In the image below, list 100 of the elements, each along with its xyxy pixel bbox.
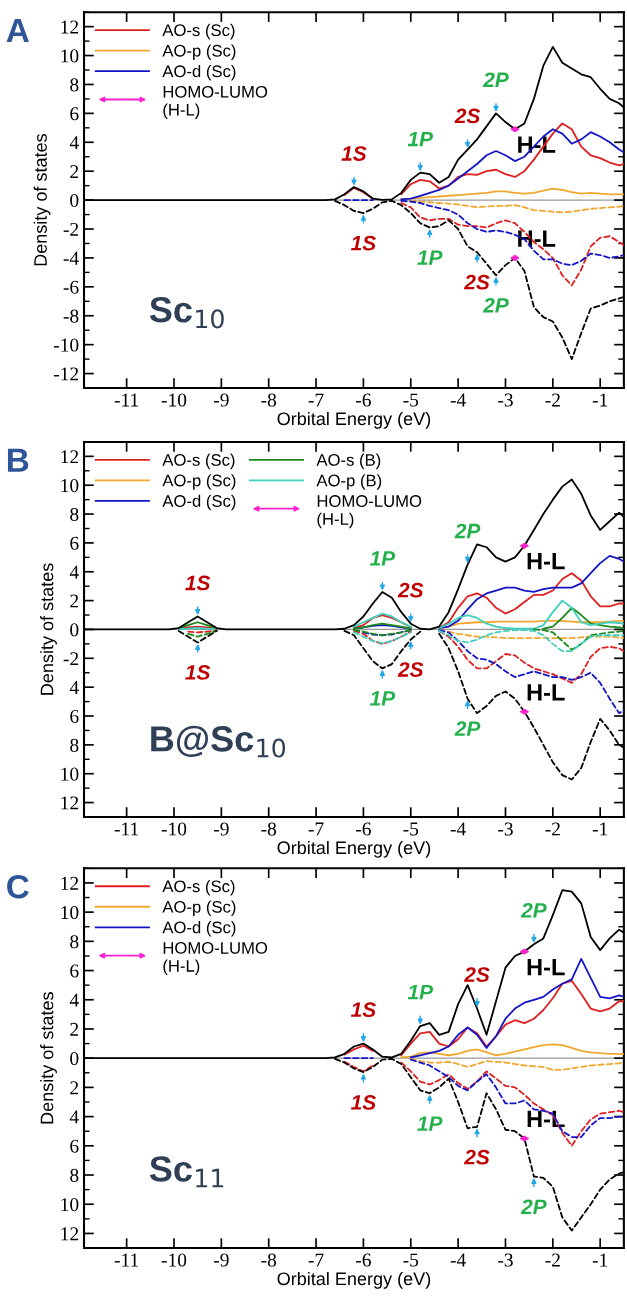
annotation: 2P bbox=[482, 72, 509, 87]
y-tick-label: 6 bbox=[70, 107, 79, 121]
annotation: 1S bbox=[351, 235, 376, 251]
y-tick-label: -2 bbox=[63, 652, 79, 666]
annotation: 1S bbox=[185, 665, 211, 680]
chart-title: A bbox=[6, 19, 29, 42]
y-tick-label: -10 bbox=[53, 338, 79, 352]
x-tick-label: -8 bbox=[261, 393, 277, 407]
x-tick-label: -1 bbox=[592, 822, 608, 836]
x-tick-label: -7 bbox=[308, 393, 324, 407]
annotation: 2P bbox=[520, 1199, 547, 1214]
y-tick-label: 12 bbox=[61, 1227, 79, 1241]
annotation: 1S bbox=[341, 146, 367, 161]
y-tick-label: 12 bbox=[61, 20, 79, 34]
annotation: HOMO-LUMO (H-L) bbox=[163, 85, 268, 119]
x-axis-title: Orbital Energy (eV) bbox=[277, 840, 431, 858]
annotation: HOMO-LUMO (H-L) bbox=[163, 942, 268, 976]
y-tick-label: 2 bbox=[70, 165, 79, 178]
y-tick-label: 4 bbox=[69, 136, 79, 150]
y-tick-label: 4 bbox=[69, 1110, 79, 1124]
y-tick-label: 2 bbox=[70, 594, 79, 608]
y-tick-label: 6 bbox=[70, 1139, 79, 1153]
legend-label: AO-p (Sc) bbox=[162, 44, 236, 60]
annotation: 1P bbox=[369, 691, 396, 706]
x-tick-label: -4 bbox=[450, 1253, 466, 1267]
line-series bbox=[438, 619, 624, 630]
x-tick-label: -3 bbox=[498, 1253, 513, 1267]
annotation: H-L bbox=[527, 958, 565, 976]
x-axis-title: Orbital Energy (eV) bbox=[277, 1271, 431, 1289]
x-tick-label: -6 bbox=[356, 1253, 371, 1267]
y-axis-title: Density of states bbox=[40, 563, 57, 695]
annotation: 1S bbox=[185, 575, 211, 591]
y-axis-title: Density of states bbox=[33, 134, 51, 266]
annotation: Sc$_{11}$ bbox=[149, 1156, 224, 1188]
legend-label: AO-s (B) bbox=[316, 453, 381, 470]
annotation: 2S bbox=[454, 108, 481, 124]
x-tick-label: -6 bbox=[356, 822, 371, 836]
x-tick-label: -6 bbox=[356, 393, 371, 407]
x-tick-label: -9 bbox=[213, 393, 229, 407]
y-tick-label: 10 bbox=[61, 905, 79, 920]
annotation: H-L bbox=[527, 552, 565, 570]
x-tick-label: -3 bbox=[498, 393, 513, 407]
legend-label: AO-p (B) bbox=[316, 474, 382, 490]
x-tick-label: -4 bbox=[450, 393, 466, 407]
y-tick-label: 8 bbox=[70, 1168, 79, 1182]
x-tick-label: -4 bbox=[450, 822, 466, 836]
legend-label: AO-p (Sc) bbox=[162, 474, 236, 490]
chart-title: C bbox=[7, 874, 29, 899]
annotation: 2P bbox=[520, 902, 547, 918]
x-tick-label: -1 bbox=[592, 1253, 608, 1267]
annotation: 1S bbox=[351, 1095, 376, 1110]
y-tick-label: 8 bbox=[70, 935, 79, 949]
annotation: Sc$_{10}$ bbox=[149, 296, 224, 329]
x-tick-label: -8 bbox=[261, 1253, 277, 1267]
y-tick-label: 10 bbox=[61, 1198, 79, 1212]
y-tick-label: 6 bbox=[70, 536, 79, 550]
x-tick-label: -2 bbox=[545, 1253, 560, 1267]
annotation: 2S bbox=[397, 662, 424, 677]
annotation: 1P bbox=[407, 131, 434, 147]
annotation: 1P bbox=[417, 250, 443, 265]
y-tick-label: 0 bbox=[70, 193, 79, 208]
x-tick-label: -11 bbox=[114, 1253, 139, 1267]
legend-label: AO-d (Sc) bbox=[162, 921, 236, 937]
legend-label: AO-p (Sc) bbox=[162, 900, 236, 917]
y-tick-label: 2 bbox=[70, 1022, 79, 1036]
y-tick-label: 4 bbox=[69, 681, 79, 694]
y-tick-label: 0 bbox=[70, 1052, 79, 1066]
x-tick-label: -8 bbox=[261, 822, 277, 836]
annotation: 2P bbox=[454, 721, 481, 736]
y-tick-label: 10 bbox=[61, 767, 79, 781]
annotation: 2S bbox=[464, 274, 490, 290]
annotation: 2P bbox=[482, 297, 509, 313]
y-tick-label: 8 bbox=[70, 78, 79, 92]
x-tick-label: -11 bbox=[114, 822, 139, 836]
y-tick-label: -8 bbox=[63, 309, 79, 323]
y-tick-label: 12 bbox=[61, 796, 79, 810]
y-tick-label: 12 bbox=[61, 450, 79, 464]
y-axis-title: Density of states bbox=[40, 992, 57, 1124]
y-tick-label: -12 bbox=[53, 367, 79, 381]
chart-title: B bbox=[7, 448, 29, 472]
y-tick-label: 8 bbox=[70, 507, 79, 521]
annotation: 1P bbox=[369, 551, 396, 566]
x-tick-label: -1 bbox=[592, 393, 608, 407]
y-tick-label: 10 bbox=[61, 479, 79, 493]
x-tick-label: -10 bbox=[161, 822, 187, 836]
x-tick-label: -7 bbox=[308, 822, 324, 836]
y-tick-label: -6 bbox=[63, 280, 79, 294]
y-tick-label: -2 bbox=[63, 222, 79, 236]
x-tick-label: -5 bbox=[403, 1253, 419, 1267]
y-tick-label: 2 bbox=[70, 1081, 79, 1095]
legend-label: AO-d (Sc) bbox=[162, 494, 236, 511]
x-tick-label: -10 bbox=[161, 1253, 187, 1267]
x-tick-label: -2 bbox=[545, 393, 560, 407]
annotation: 1P bbox=[407, 984, 434, 1000]
annotation: B@Sc$_{10}$ bbox=[151, 725, 286, 758]
x-tick-label: -9 bbox=[213, 822, 229, 836]
line-series bbox=[447, 630, 624, 640]
y-tick-label: 6 bbox=[70, 964, 79, 978]
x-tick-label: -5 bbox=[403, 822, 419, 836]
y-tick-label: 6 bbox=[70, 709, 79, 723]
